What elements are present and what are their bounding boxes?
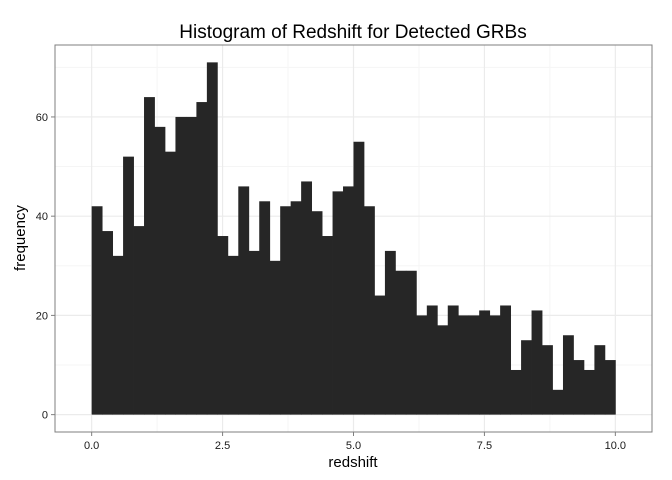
histogram-bar: [112, 255, 124, 415]
histogram-bar: [311, 211, 323, 415]
histogram-bar: [395, 270, 407, 415]
histogram-bar: [426, 305, 438, 415]
histogram-bar: [510, 369, 522, 415]
histogram-bar: [154, 126, 166, 415]
histogram-bar: [175, 116, 187, 415]
histogram-bar: [552, 389, 564, 415]
histogram-bar: [196, 102, 208, 415]
histogram-bar: [573, 360, 585, 415]
histogram-bar: [123, 156, 134, 415]
histogram-bar: [384, 250, 396, 415]
histogram-bar: [280, 206, 292, 415]
histogram-bar: [259, 201, 271, 415]
histogram-bar: [332, 191, 344, 415]
y-tick-label: 20: [36, 310, 48, 322]
histogram-bar: [562, 335, 574, 415]
x-tick-label: 0.0: [84, 440, 99, 452]
histogram-bar: [489, 315, 501, 415]
histogram-bar: [290, 201, 302, 415]
histogram-bar: [133, 226, 145, 415]
x-tick-label: 2.5: [215, 440, 230, 452]
histogram-bar: [343, 186, 354, 415]
histogram-bar: [269, 260, 281, 415]
histogram-bar: [144, 97, 155, 415]
histogram-bar: [185, 116, 197, 415]
histogram-bar: [500, 305, 512, 415]
histogram-bar: [217, 236, 229, 415]
histogram-bar: [164, 151, 176, 415]
histogram-bar: [479, 310, 491, 415]
y-tick-label: 40: [36, 211, 48, 223]
histogram-bar: [91, 206, 103, 415]
histogram-bar: [102, 231, 114, 415]
histogram-bar: [227, 255, 239, 415]
histogram-bars: [91, 62, 616, 415]
x-tick-label: 10.0: [605, 440, 626, 452]
x-tick-label: 7.5: [477, 440, 492, 452]
histogram-bar: [531, 310, 543, 415]
y-axis-label: frequency: [12, 205, 29, 271]
histogram-bar: [416, 315, 428, 415]
x-tick-label: 5.0: [346, 440, 361, 452]
histogram-bar: [353, 141, 365, 415]
histogram-bar: [583, 369, 595, 415]
y-tick-label: 0: [42, 410, 48, 422]
y-axis: 0 20 40 60: [36, 112, 55, 422]
histogram-bar: [374, 295, 386, 415]
histogram-bar: [468, 315, 480, 415]
histogram-bar: [363, 206, 375, 415]
histogram-bar: [594, 345, 606, 415]
y-tick-label: 60: [36, 112, 48, 124]
histogram-bar: [206, 62, 218, 415]
histogram-bar: [458, 315, 470, 415]
chart-title: Histogram of Redshift for Detected GRBs: [179, 22, 526, 43]
histogram-bar: [322, 236, 333, 415]
histogram-bar: [238, 186, 250, 415]
x-axis-label: redshift: [328, 454, 378, 471]
histogram-bar: [248, 250, 260, 415]
histogram-bar: [405, 270, 417, 415]
histogram-bar: [604, 360, 616, 415]
histogram-bar: [542, 345, 553, 415]
histogram-bar: [437, 325, 449, 415]
histogram-bar: [447, 305, 459, 415]
histogram-bar: [521, 340, 532, 415]
x-axis: 0.0 2.5 5.0 7.5 10.0: [84, 432, 626, 452]
histogram-bar: [301, 181, 313, 415]
